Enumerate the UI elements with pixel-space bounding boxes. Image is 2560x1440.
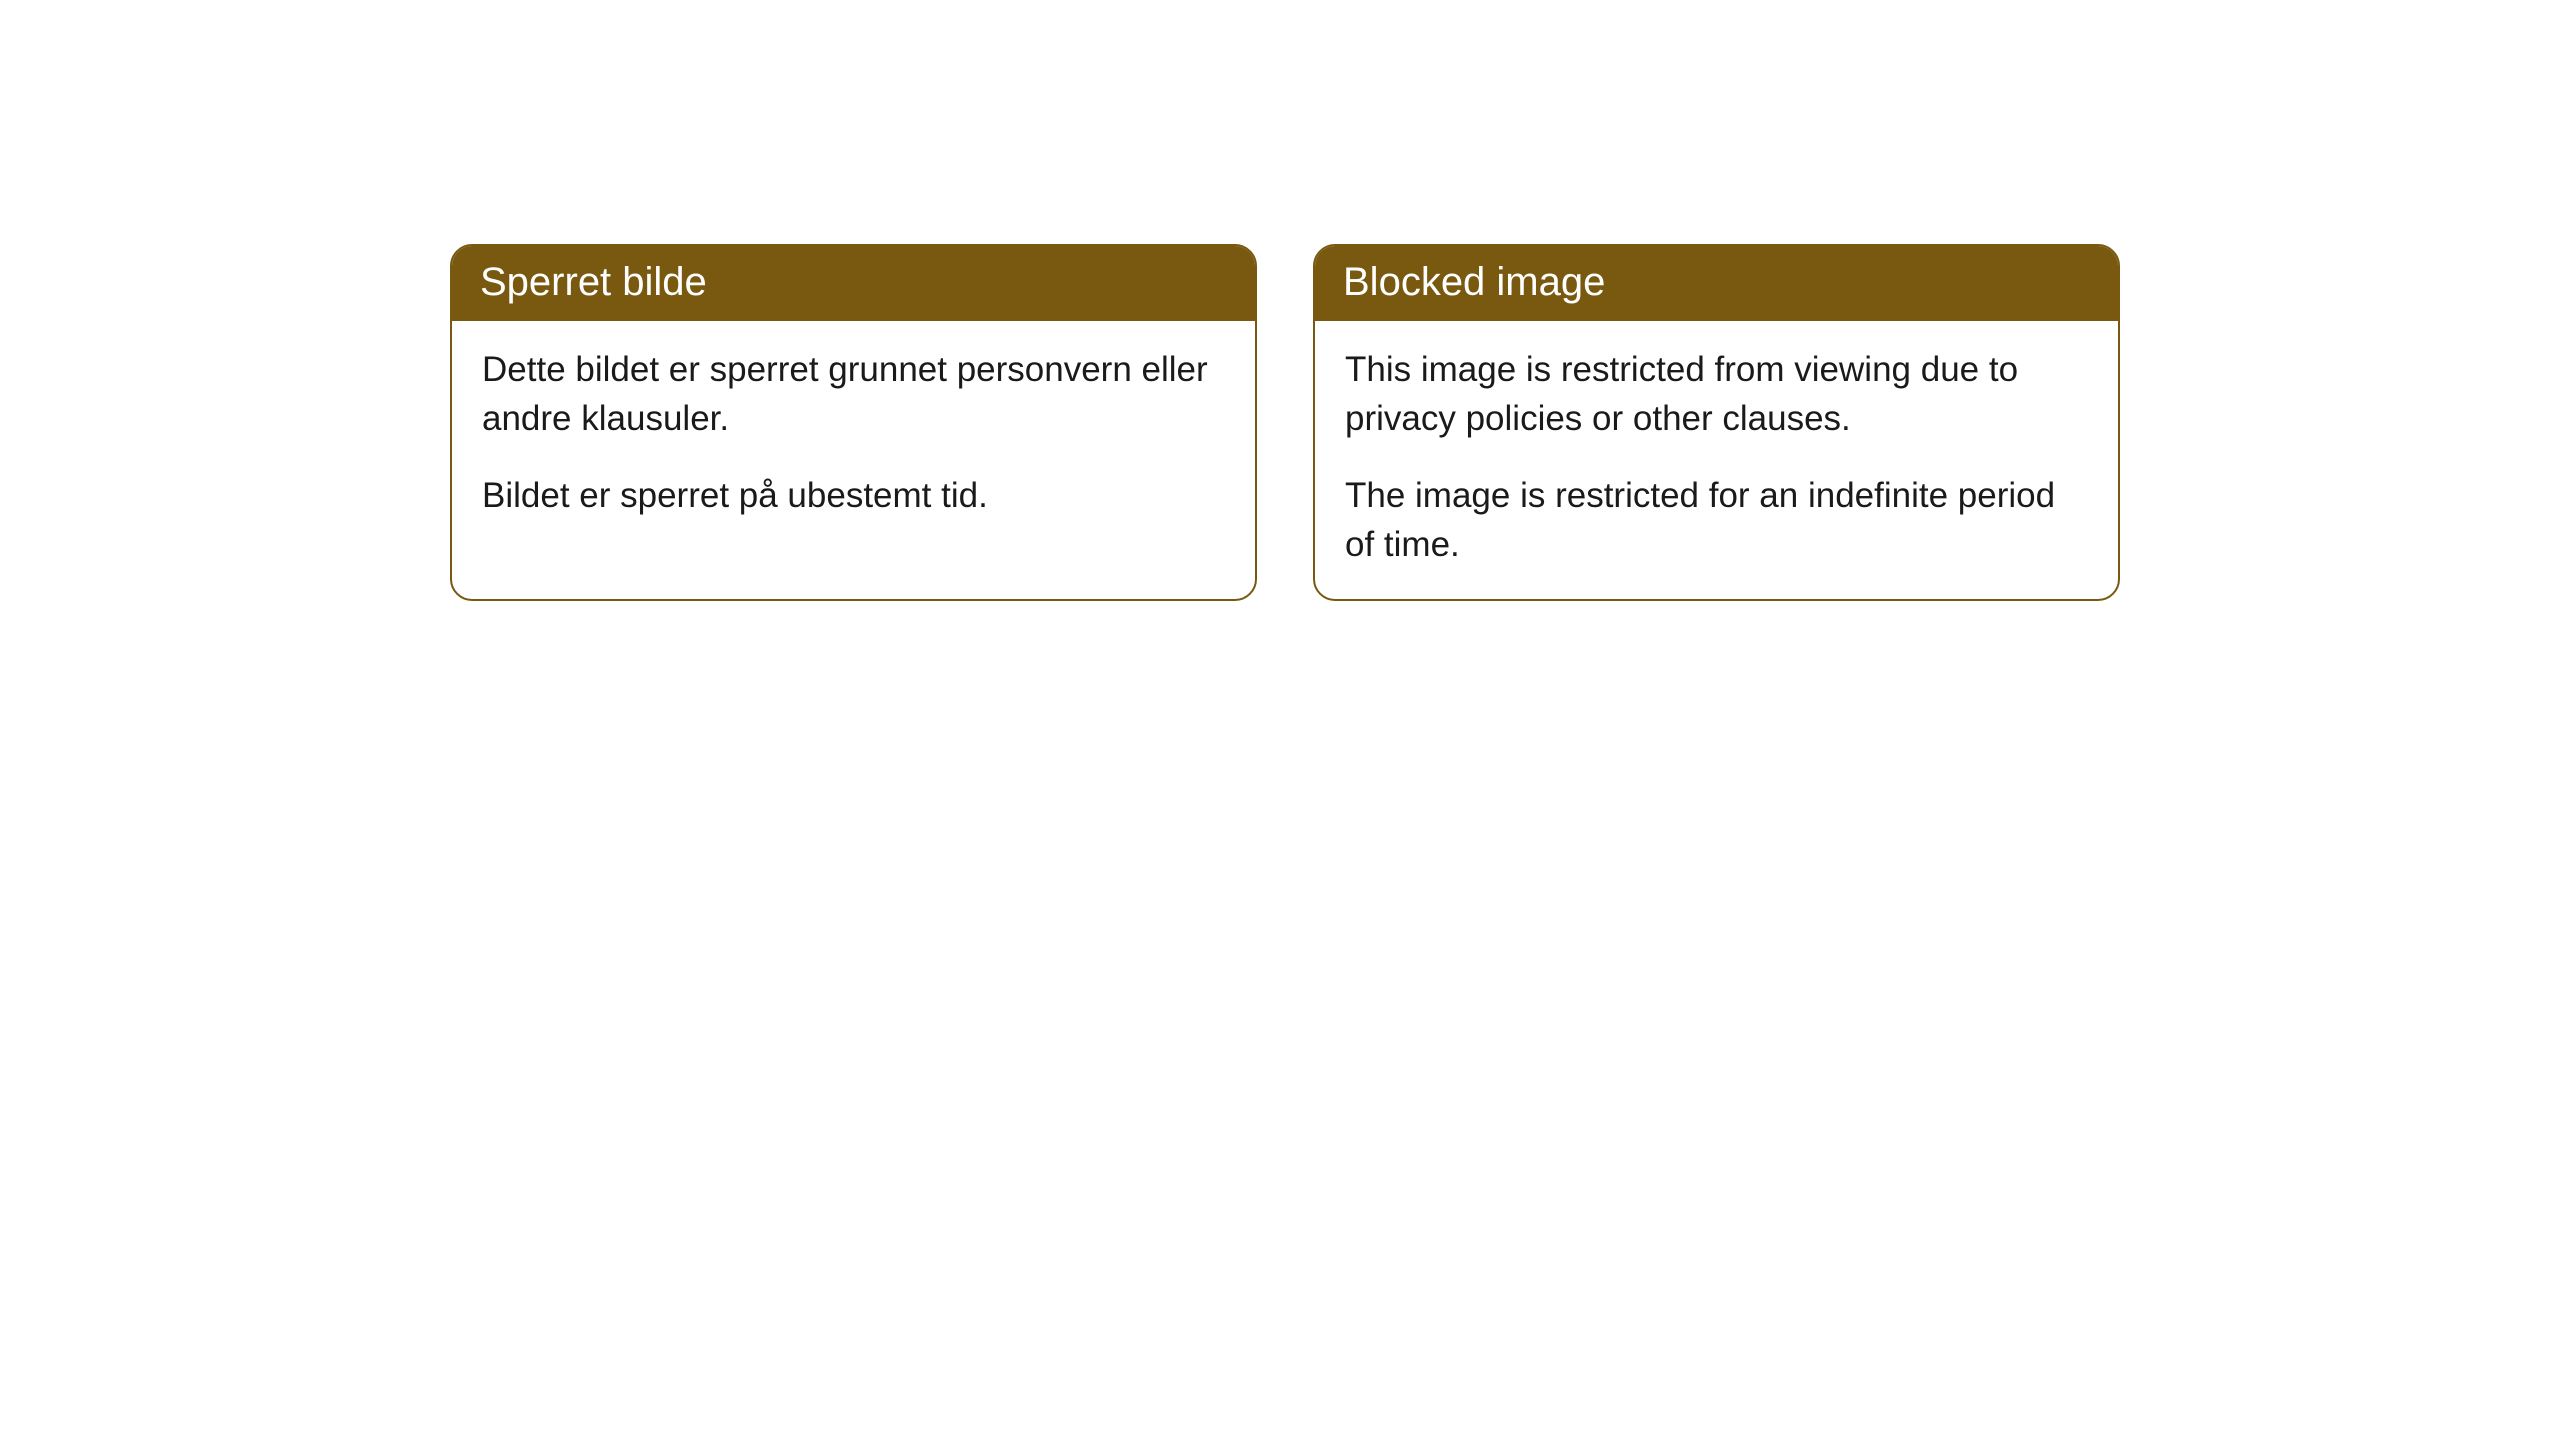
card-body: This image is restricted from viewing du… xyxy=(1315,321,2118,599)
card-header: Sperret bilde xyxy=(452,246,1255,321)
card-body: Dette bildet er sperret grunnet personve… xyxy=(452,321,1255,550)
card-paragraph: This image is restricted from viewing du… xyxy=(1345,345,2088,443)
blocked-image-card-norwegian: Sperret bilde Dette bildet er sperret gr… xyxy=(450,244,1257,601)
card-paragraph: Dette bildet er sperret grunnet personve… xyxy=(482,345,1225,443)
card-paragraph: The image is restricted for an indefinit… xyxy=(1345,471,2088,569)
card-header: Blocked image xyxy=(1315,246,2118,321)
cards-container: Sperret bilde Dette bildet er sperret gr… xyxy=(0,0,2560,601)
blocked-image-card-english: Blocked image This image is restricted f… xyxy=(1313,244,2120,601)
card-paragraph: Bildet er sperret på ubestemt tid. xyxy=(482,471,1225,520)
